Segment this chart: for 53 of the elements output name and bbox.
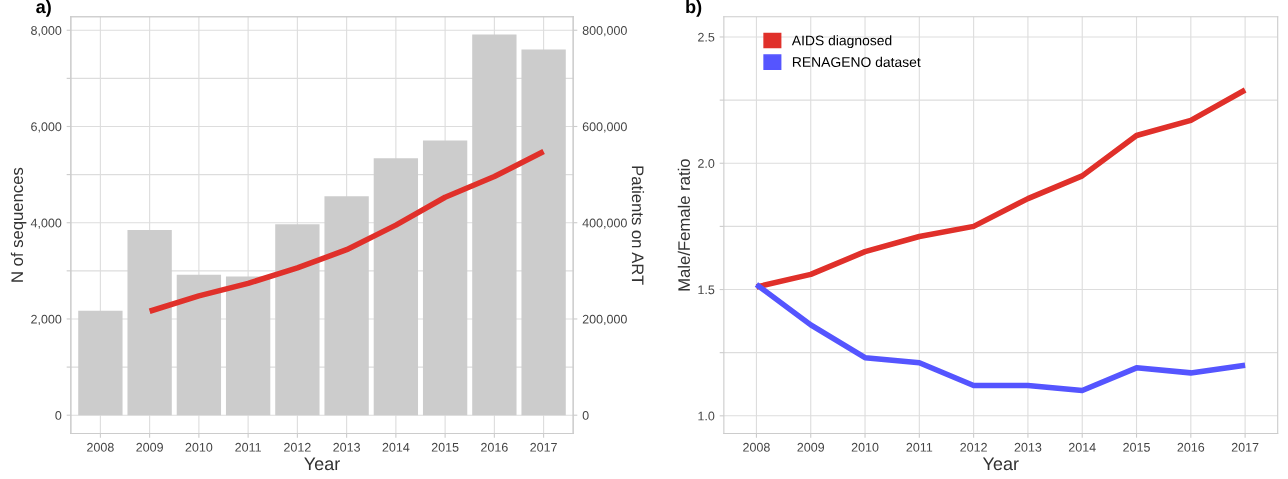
y-axis-title: Male/Female ratio bbox=[677, 159, 690, 291]
bar bbox=[521, 49, 566, 416]
bar bbox=[472, 34, 517, 416]
x-tick-label: 2008 bbox=[743, 442, 770, 452]
x-tick-label: 2012 bbox=[284, 442, 311, 452]
y2-tick-label: 0 bbox=[582, 411, 589, 420]
x-axis-title: Year bbox=[982, 457, 1019, 471]
x-tick-label: 2014 bbox=[1068, 442, 1096, 452]
x-tick-label: 2009 bbox=[797, 442, 825, 452]
bar bbox=[422, 140, 468, 416]
x-axis-title: Year bbox=[304, 457, 340, 471]
x-tick-label: 2016 bbox=[1177, 442, 1205, 452]
x-tick-label: 2013 bbox=[1014, 442, 1042, 452]
y2-tick-label: 800,000 bbox=[582, 26, 627, 37]
y2-tick-label: 600,000 bbox=[582, 122, 627, 133]
y-tick-label: 0 bbox=[55, 411, 62, 420]
y-tick-label: 2,000 bbox=[31, 314, 62, 326]
bar bbox=[373, 158, 419, 416]
x-tick-label: 2017 bbox=[1231, 442, 1259, 452]
x-tick-label: 2010 bbox=[185, 442, 213, 452]
bar bbox=[225, 276, 271, 416]
x-tick-label: 2011 bbox=[235, 442, 261, 452]
x-tick-label: 2017 bbox=[530, 442, 557, 452]
y-tick-label: 6,000 bbox=[31, 122, 62, 133]
bar bbox=[176, 274, 222, 416]
x-tick-label: 2010 bbox=[851, 442, 879, 452]
x-tick-label: 2015 bbox=[431, 442, 459, 452]
bar bbox=[324, 196, 369, 416]
y-tick-label: 1.5 bbox=[698, 285, 715, 295]
y-tick-label: 8,000 bbox=[31, 26, 62, 37]
bar bbox=[127, 229, 172, 416]
x-tick-label: 2014 bbox=[382, 442, 410, 452]
x-tick-label: 2011 bbox=[906, 442, 933, 452]
legend-label: AIDS diagnosed bbox=[791, 35, 892, 49]
chart-title: b) bbox=[686, 0, 702, 17]
bar bbox=[275, 224, 320, 416]
x-tick-label: 2012 bbox=[960, 442, 987, 452]
chart-title: a) bbox=[36, 0, 51, 17]
legend-label: RENAGENO dataset bbox=[792, 56, 921, 68]
y2-axis-title: Patients on ART bbox=[631, 166, 645, 285]
y2-tick-label: 200,000 bbox=[582, 314, 627, 326]
bar bbox=[78, 310, 123, 416]
y-tick-label: 1.0 bbox=[698, 411, 715, 421]
x-tick-label: 2016 bbox=[481, 442, 508, 452]
y2-tick-label: 400,000 bbox=[582, 218, 627, 229]
y-axis-title: N of sequences bbox=[10, 167, 27, 282]
y-tick-label: 2.5 bbox=[698, 32, 715, 42]
x-tick-label: 2013 bbox=[333, 442, 360, 452]
x-tick-label: 2009 bbox=[136, 442, 163, 452]
y-tick-label: 2.0 bbox=[698, 159, 715, 168]
y-tick-label: 4,000 bbox=[30, 218, 62, 229]
x-tick-label: 2008 bbox=[87, 442, 114, 452]
x-tick-label: 2015 bbox=[1123, 442, 1150, 452]
